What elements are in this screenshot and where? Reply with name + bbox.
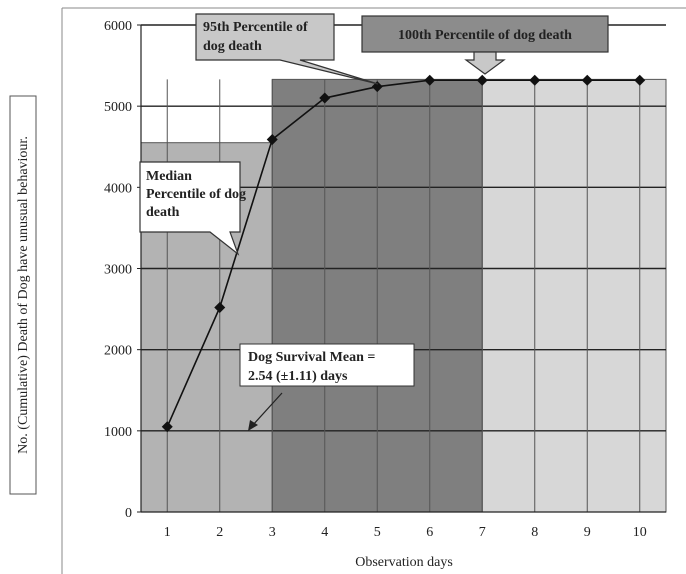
x-tick-label-2: 2 xyxy=(216,525,223,540)
y-tick-label-1000: 1000 xyxy=(104,425,132,440)
x-tick-label-4: 4 xyxy=(321,525,328,540)
y-axis-title-box xyxy=(9,95,37,495)
data-point-day-10 xyxy=(634,74,646,86)
data-point-day-1 xyxy=(161,421,173,433)
annotation-mean-line2: 2.54 (±1.11) days xyxy=(248,369,348,384)
data-point-day-6 xyxy=(424,74,436,86)
annotation-median: Median Percentile of dog death xyxy=(139,161,246,256)
data-point-day-2 xyxy=(214,301,226,313)
annotation-mean-arrowhead xyxy=(248,420,258,431)
x-tick-label-8: 8 xyxy=(531,525,538,540)
annotation-p95-line2: dog death xyxy=(203,39,262,54)
gridlines xyxy=(141,24,666,512)
y-tick-label-6000: 6000 xyxy=(104,19,132,34)
axes xyxy=(137,24,666,513)
x-tick-label-10: 10 xyxy=(633,525,647,540)
y-tick-label-3000: 3000 xyxy=(104,263,132,278)
x-tick-label-6: 6 xyxy=(426,525,433,540)
annotation-p100-text: 100th Percentile of dog death xyxy=(398,28,572,43)
tick-labels: 0 1000 2000 3000 4000 5000 6000 1 2 3 4 5 6 7 8 9 10 xyxy=(104,19,647,540)
x-tick-label-9: 9 xyxy=(584,525,591,540)
data-point-day-7 xyxy=(476,74,488,86)
data-point-day-5 xyxy=(371,81,383,93)
annotation-median-line3: death xyxy=(146,205,180,220)
data-point-day-4 xyxy=(319,92,331,104)
annotation-median-line2: Percentile of dog xyxy=(146,187,246,202)
y-tick-label-5000: 5000 xyxy=(104,100,132,115)
annotation-mean-line1: Dog Survival Mean = xyxy=(248,350,375,365)
x-axis-title: Observation days xyxy=(355,555,453,570)
x-tick-label-5: 5 xyxy=(374,525,381,540)
region-3 xyxy=(481,78,667,513)
annotation-median-line1: Median xyxy=(146,169,192,184)
annotation-p100: 100th Percentile of dog death xyxy=(361,15,609,75)
data-point-day-8 xyxy=(529,74,541,86)
x-tick-label-3: 3 xyxy=(269,525,276,540)
y-tick-label-2000: 2000 xyxy=(104,344,132,359)
annotation-p95: 95th Percentile of dog death xyxy=(195,13,379,85)
data-point-day-3 xyxy=(266,133,278,145)
annotation-p100-arrow xyxy=(464,51,506,75)
series-line-1 xyxy=(166,79,640,428)
annotation-p95-line1: 95th Percentile of xyxy=(203,20,308,35)
data-points xyxy=(161,74,646,433)
data-point-day-9 xyxy=(581,74,593,86)
x-tick-label-1: 1 xyxy=(164,525,171,540)
y-tick-label-0: 0 xyxy=(125,506,132,521)
annotation-mean-arrow xyxy=(251,392,283,427)
y-tick-label-4000: 4000 xyxy=(104,181,132,196)
x-tick-label-7: 7 xyxy=(479,525,486,540)
series-line xyxy=(166,79,640,428)
y-axis-title: No. (Cumulative) Death of Dog have unusu… xyxy=(16,136,31,454)
annotation-mean: Dog Survival Mean = 2.54 (±1.11) days xyxy=(239,343,415,431)
